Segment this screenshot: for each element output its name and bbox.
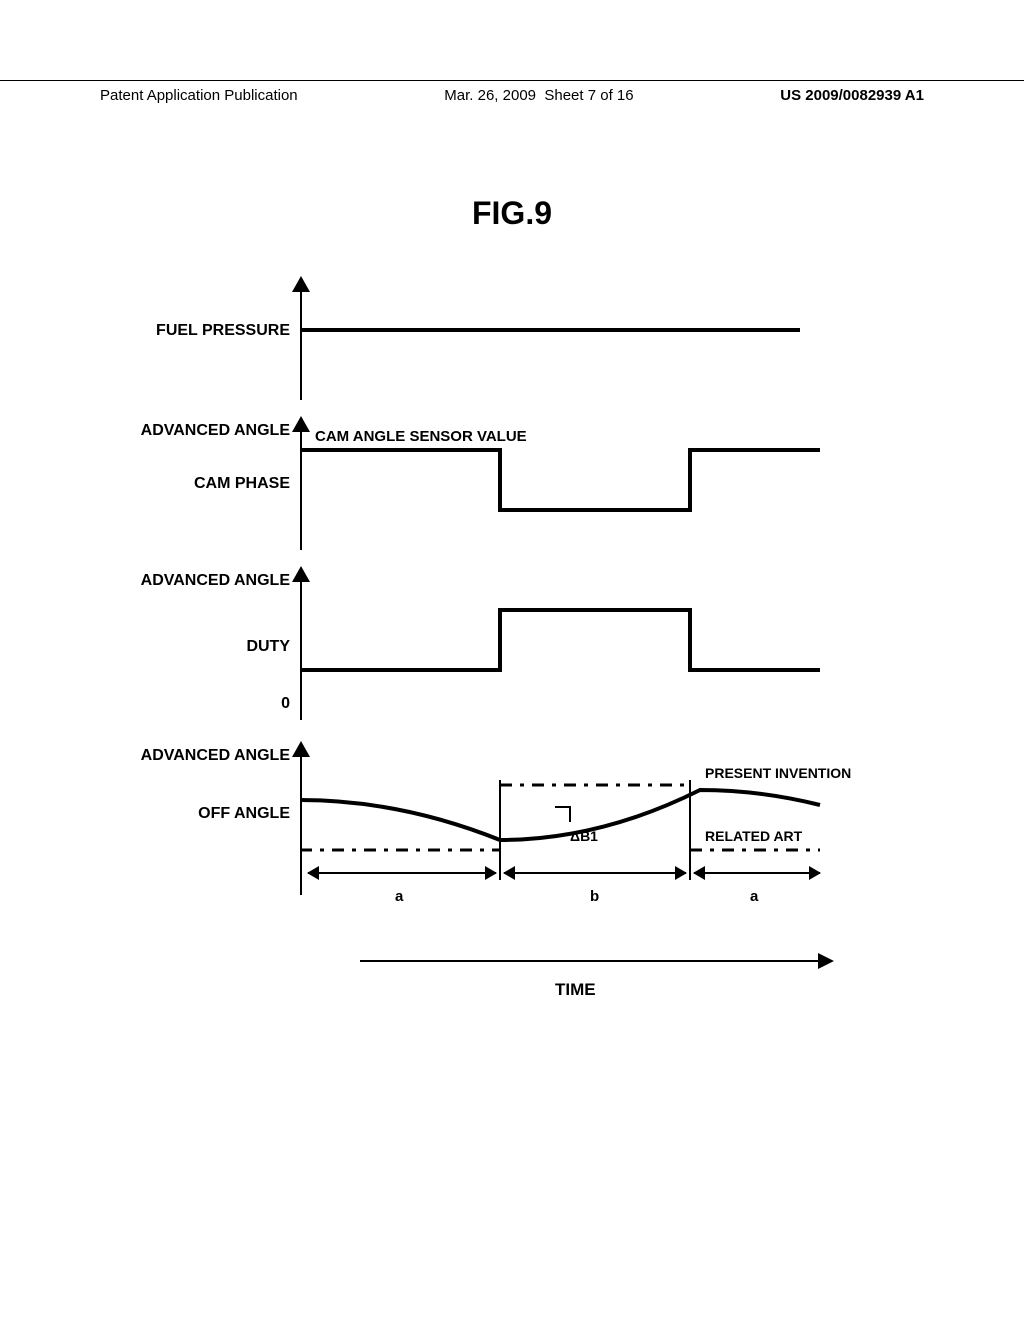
page-header: Patent Application Publication Mar. 26, … bbox=[0, 80, 1024, 104]
time-arrow-right-icon bbox=[818, 953, 834, 969]
header-publication: Patent Application Publication bbox=[100, 87, 298, 104]
range-label-a1: a bbox=[395, 888, 403, 905]
cam-step-chart bbox=[100, 420, 920, 550]
label-delta-b1: ΔB1 bbox=[570, 828, 598, 844]
figure-title: FIG.9 bbox=[0, 195, 1024, 232]
fuel-line-chart bbox=[100, 280, 920, 400]
header-pubno: US 2009/0082939 A1 bbox=[780, 87, 924, 104]
label-related-art: RELATED ART bbox=[705, 828, 802, 844]
range-arrow-a2 bbox=[694, 872, 820, 874]
time-axis-line bbox=[360, 960, 820, 962]
duty-step-chart bbox=[100, 570, 920, 720]
chart-area: FUEL PRESSURE ADVANCED ANGLE CAM PHASE C… bbox=[100, 280, 920, 1180]
header-date: Mar. 26, 2009 Sheet 7 of 16 bbox=[444, 87, 633, 104]
time-axis-label: TIME bbox=[555, 980, 596, 1000]
range-label-a2: a bbox=[750, 888, 758, 905]
range-label-b: b bbox=[590, 888, 599, 905]
range-arrow-b bbox=[504, 872, 686, 874]
range-arrow-a1 bbox=[308, 872, 496, 874]
label-present-invention: PRESENT INVENTION bbox=[705, 765, 851, 781]
